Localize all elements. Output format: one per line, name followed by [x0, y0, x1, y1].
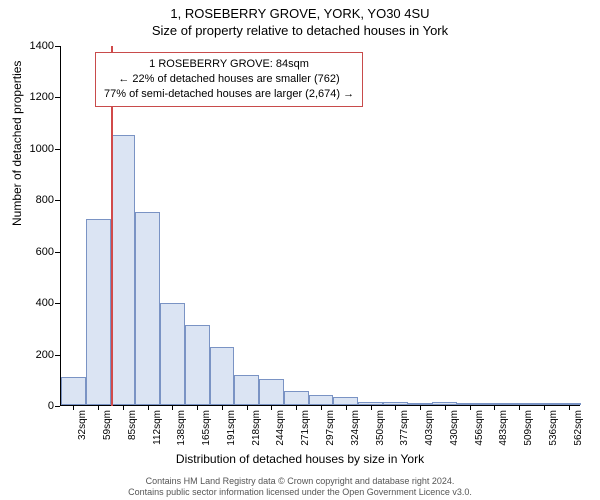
x-tick	[247, 405, 248, 410]
chart-area: 020040060080010001200140032sqm59sqm85sqm…	[60, 46, 580, 406]
y-tick	[55, 149, 60, 150]
histogram-bar	[111, 135, 136, 405]
x-tick	[98, 405, 99, 410]
x-tick	[321, 405, 322, 410]
y-tick	[55, 406, 60, 407]
x-tick-label: 32sqm	[77, 410, 88, 440]
x-tick	[519, 405, 520, 410]
x-tick	[395, 405, 396, 410]
x-tick	[222, 405, 223, 410]
y-tick-label: 200	[36, 349, 54, 361]
histogram-bar	[333, 397, 358, 405]
x-tick	[73, 405, 74, 410]
y-tick-label: 400	[36, 297, 54, 309]
x-tick-label: 271sqm	[300, 410, 311, 446]
y-axis-label: Number of detached properties	[10, 61, 24, 226]
histogram-bar	[160, 303, 185, 405]
y-tick	[55, 46, 60, 47]
chart-title-block: 1, ROSEBERRY GROVE, YORK, YO30 4SU Size …	[0, 0, 600, 40]
y-tick	[55, 252, 60, 253]
x-axis-label: Distribution of detached houses by size …	[0, 452, 600, 466]
x-tick-label: 536sqm	[548, 410, 559, 446]
histogram-bar	[135, 212, 160, 405]
histogram-bar	[86, 219, 111, 405]
x-tick	[494, 405, 495, 410]
title-line-1: 1, ROSEBERRY GROVE, YORK, YO30 4SU	[0, 6, 600, 23]
histogram-bar	[284, 391, 309, 405]
y-tick-label: 600	[36, 246, 54, 258]
histogram-bar	[61, 377, 86, 405]
footer-attribution: Contains HM Land Registry data © Crown c…	[0, 476, 600, 499]
y-tick-label: 1000	[30, 143, 54, 155]
annotation-line-3: 77% of semi-detached houses are larger (…	[104, 87, 354, 102]
x-tick-label: 350sqm	[375, 410, 386, 446]
footer-line-2: Contains public sector information licen…	[0, 487, 600, 498]
x-tick-label: 297sqm	[325, 410, 336, 446]
x-tick	[371, 405, 372, 410]
y-tick-label: 1200	[30, 91, 54, 103]
x-tick-label: 138sqm	[176, 410, 187, 446]
x-tick-label: 403sqm	[424, 410, 435, 446]
annotation-box: 1 ROSEBERRY GROVE: 84sqm← 22% of detache…	[95, 52, 363, 107]
x-tick-label: 456sqm	[474, 410, 485, 446]
x-tick-label: 85sqm	[127, 410, 138, 440]
y-tick	[55, 200, 60, 201]
footer-line-1: Contains HM Land Registry data © Crown c…	[0, 476, 600, 487]
annotation-line-1: 1 ROSEBERRY GROVE: 84sqm	[104, 57, 354, 72]
x-tick	[148, 405, 149, 410]
x-tick-label: 244sqm	[275, 410, 286, 446]
y-tick	[55, 355, 60, 356]
x-tick	[470, 405, 471, 410]
x-tick	[123, 405, 124, 410]
x-tick	[197, 405, 198, 410]
y-tick-label: 1400	[30, 40, 54, 52]
histogram-bar	[210, 347, 235, 405]
y-tick-label: 800	[36, 194, 54, 206]
x-tick-label: 430sqm	[449, 410, 460, 446]
x-tick-label: 191sqm	[226, 410, 237, 446]
x-tick-label: 377sqm	[399, 410, 410, 446]
x-tick	[271, 405, 272, 410]
x-tick	[172, 405, 173, 410]
x-tick-label: 59sqm	[102, 410, 113, 440]
page-root: 1, ROSEBERRY GROVE, YORK, YO30 4SU Size …	[0, 0, 600, 500]
x-tick	[346, 405, 347, 410]
y-tick-label: 0	[48, 400, 54, 412]
x-tick	[544, 405, 545, 410]
x-tick	[420, 405, 421, 410]
histogram-bar	[185, 325, 210, 405]
y-tick	[55, 303, 60, 304]
x-tick-label: 509sqm	[523, 410, 534, 446]
x-tick	[296, 405, 297, 410]
y-tick	[55, 97, 60, 98]
x-tick	[445, 405, 446, 410]
histogram-bar	[234, 375, 259, 405]
histogram-bar	[309, 395, 334, 405]
plot-region: 020040060080010001200140032sqm59sqm85sqm…	[60, 46, 580, 406]
x-tick-label: 165sqm	[201, 410, 212, 446]
x-tick-label: 483sqm	[498, 410, 509, 446]
histogram-bar	[259, 379, 284, 405]
x-tick-label: 112sqm	[152, 410, 163, 445]
x-tick-label: 562sqm	[573, 410, 584, 446]
x-tick-label: 218sqm	[251, 410, 262, 446]
title-line-2: Size of property relative to detached ho…	[0, 23, 600, 40]
x-tick	[569, 405, 570, 410]
x-tick-label: 324sqm	[350, 410, 361, 446]
annotation-line-2: ← 22% of detached houses are smaller (76…	[104, 72, 354, 87]
